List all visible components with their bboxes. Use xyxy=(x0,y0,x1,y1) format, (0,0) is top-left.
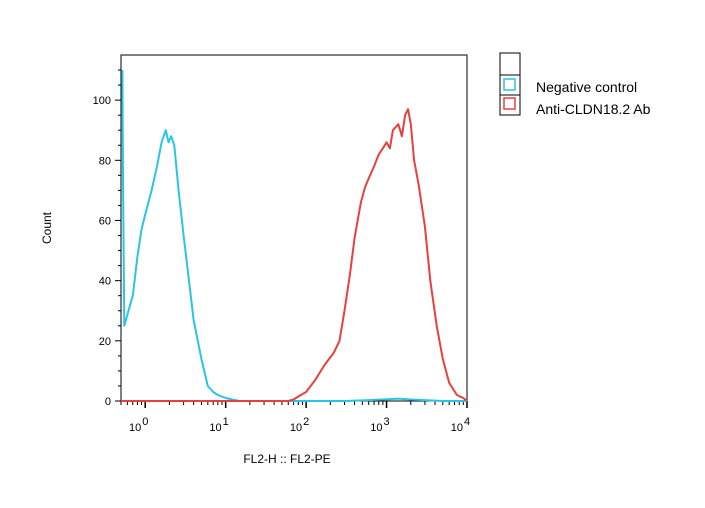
x-tick-label: 10 xyxy=(290,422,302,434)
y-tick-label: 20 xyxy=(99,336,111,348)
y-axis-title: Count xyxy=(40,211,54,244)
series-layer xyxy=(121,69,468,402)
series-line-anti-cldn18-2-ab xyxy=(121,108,468,402)
legend-swatch-anti-cldn xyxy=(503,97,516,110)
legend-label-negative-control: Negative control xyxy=(536,79,637,95)
x-tick-exponent: 4 xyxy=(464,416,470,428)
legend-swatch-negative-control xyxy=(503,78,516,91)
y-tick-label: 60 xyxy=(99,215,111,227)
legend-label-anti-cldn: Anti-CLDN18.2 Ab xyxy=(536,101,651,117)
y-tick-label: 100 xyxy=(93,95,111,107)
x-tick-exponent: 1 xyxy=(223,416,229,428)
x-tick-label: 10 xyxy=(209,422,221,434)
x-axis-title: FL2-H :: FL2-PE xyxy=(243,452,330,466)
x-tick-exponent: 3 xyxy=(384,416,390,428)
series-line-negative-control xyxy=(121,69,467,402)
y-tick-label: 80 xyxy=(99,155,111,167)
x-tick-exponent: 0 xyxy=(142,416,148,428)
x-tick-label: 10 xyxy=(451,422,463,434)
y-tick-label: 0 xyxy=(105,396,111,408)
x-axis: 10 0 10 1 10 2 10 3 10 4 xyxy=(120,401,470,434)
x-tick-exponent: 2 xyxy=(303,416,309,428)
x-tick-label: 10 xyxy=(129,422,141,434)
plot-frame xyxy=(120,54,468,402)
legend-row-box xyxy=(499,74,521,96)
y-axis: 0 20 40 60 80 100 xyxy=(93,69,121,408)
x-tick-label: 10 xyxy=(370,422,382,434)
legend: Negative control Anti-CLDN18.2 Ab xyxy=(499,52,651,117)
y-tick-label: 40 xyxy=(99,276,111,288)
legend-header-box xyxy=(499,52,521,76)
